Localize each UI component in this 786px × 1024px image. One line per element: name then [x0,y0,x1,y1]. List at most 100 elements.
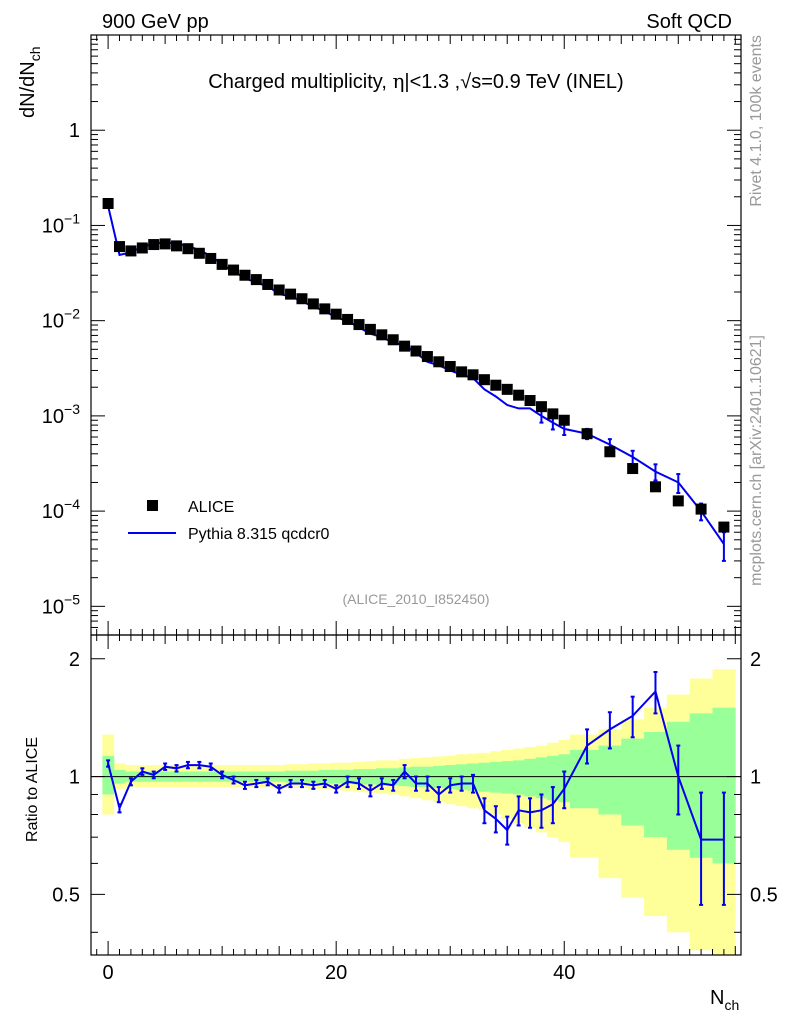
analysis-label: (ALICE_2010_I852450) [342,591,489,607]
alice-point [399,340,411,352]
main-y-tick-label: 10−4 [42,496,80,523]
alice-point [433,356,445,368]
header-right-label: Soft QCD [646,11,732,33]
main-frame [90,34,742,636]
alice-point [342,313,354,325]
alice-point [581,428,593,440]
alice-point [205,252,217,264]
main-y-tick-label: 10−5 [42,591,80,618]
x-tick-label: 40 [553,962,575,984]
ratio-band-green [535,757,548,799]
ratio-band-green [547,755,559,801]
legend-label-pythia: Pythia 8.315 qcdcr0 [188,526,330,543]
alice-point [421,351,433,363]
ratio-axis-ticks [91,635,741,955]
alice-point [228,264,240,276]
alice-point [307,298,319,310]
alice-point [513,389,525,401]
alice-point [285,288,297,300]
alice-point [649,481,661,493]
ratio-band-green [490,761,502,793]
alice-point [535,401,547,413]
alice-point [672,495,684,507]
alice-point [182,243,194,255]
alice-point [695,503,707,515]
alice-point [250,274,262,286]
main-axis-ticks [91,34,741,635]
x-axis-label: Nch [710,987,739,1013]
ratio-y-tick-label-right: 1 [750,767,761,789]
ratio-band-green [644,731,668,838]
alice-point [444,361,456,373]
alice-point [330,308,342,320]
alice-point [364,323,376,335]
alice-point [467,369,479,381]
mcplots-label: mcplots.cern.ch [arXiv:2401.10621] [748,335,765,586]
legend-label-alice: ALICE [188,499,234,516]
ratio-band-green [569,749,599,809]
alice-point [456,366,468,378]
header-left-label: 900 GeV pp [102,11,209,33]
ratio-band-green [512,760,525,795]
alice-point [478,374,490,386]
ratio-data-marks [106,671,726,906]
alice-point [524,395,536,407]
main-y-tick-label: 1 [69,120,80,142]
ratio-y-tick-label-right: 2 [750,649,761,671]
alice-point [410,345,422,357]
alice-point [136,242,148,254]
alice-point [159,238,171,250]
ratio-y-tick-label-left: 2 [69,649,80,671]
ratio-frame [90,634,742,956]
ratio-band-green [524,758,537,797]
alice-point [718,521,730,533]
alice-point [114,241,126,253]
alice-point [490,379,502,391]
ratio-panel: 0.5 0.51 12 20 20 40 Ratio to ALICE Nch [24,634,778,1013]
main-y-tick-labels: 1 10−1 10−2 10−3 10−4 10−5 [42,120,80,618]
ratio-bands [102,669,736,955]
ratio-y-axis-label: Ratio to ALICE [24,737,41,842]
legend-marker-alice [147,500,158,511]
ratio-line [107,689,724,841]
alice-point [273,284,285,296]
alice-point [216,258,228,270]
alice-point [171,240,183,252]
ratio-band-green [712,707,736,864]
rivet-label: Rivet 4.1.0, 100k events [748,35,765,207]
main-y-axis-label: dN/dNch [17,47,43,119]
ratio-band-green [501,761,514,794]
alice-point [376,329,388,341]
alice-point [627,463,639,475]
alice-point [319,303,331,315]
legend: ALICE Pythia 8.315 qcdcr0 [128,499,330,543]
alice-point [239,269,251,281]
alice-point [353,319,365,331]
ratio-y-tick-label-left: 1 [69,767,80,789]
ratio-band-green [621,738,645,826]
main-y-tick-label: 10−1 [42,210,80,237]
ratio-band-green [478,762,491,792]
main-panel: 1 10−1 10−2 10−3 10−4 10−5 Charged multiplici… [17,34,742,636]
ratio-band-green [598,745,622,815]
alice-point [604,446,616,458]
ratio-tick-labels: 0.5 0.51 12 20 20 40 [52,649,778,984]
alice-point [148,239,160,251]
alice-point [387,334,399,346]
main-y-tick-label: 10−3 [42,401,80,428]
alice-point [296,293,308,305]
alice-point [125,245,137,257]
ratio-y-tick-label-right: 0.5 [750,884,778,906]
alice-point [193,247,205,259]
alice-point [501,383,513,395]
x-tick-label: 20 [325,962,347,984]
ratio-y-tick-label-left: 0.5 [52,884,80,906]
alice-point [547,408,559,420]
main-y-tick-label: 10−2 [42,306,80,333]
alice-point [102,198,114,210]
main-data-marks [102,198,730,562]
chart-title: Charged multiplicity, η|<1.3 ,√s=0.9 TeV… [208,69,623,93]
alice-point [558,414,570,426]
x-tick-label: 0 [103,962,114,984]
